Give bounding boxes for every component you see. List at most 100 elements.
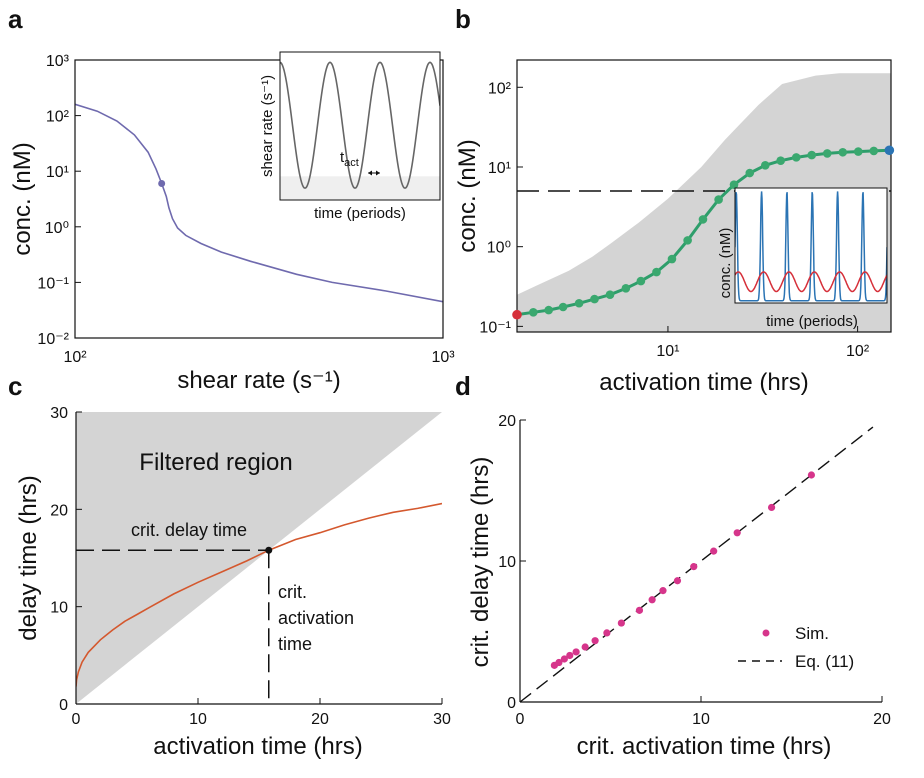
panel-a-inset-xlabel: time (periods)	[314, 205, 406, 222]
panel-c-region-label: Filtered region	[139, 449, 292, 476]
panel-d-xlabel: crit. activation time (hrs)	[577, 733, 832, 760]
panel-b-point	[528, 308, 538, 317]
panel-b-point	[822, 149, 832, 158]
panel-d-chart: 0 10 20 0 10 20 Sim. Eq. (11) crit. activatio…	[467, 413, 891, 760]
panel-b-ytick-label: 10⁰	[487, 240, 511, 257]
panel-a-inset-signal	[280, 61, 440, 189]
panel-c-activation-label-1: crit.	[278, 582, 307, 602]
panel-b-point	[667, 254, 677, 264]
panel-d-xtick-label: 10	[692, 711, 710, 728]
panel-b-point	[698, 215, 708, 224]
panel-d-sim-point	[635, 606, 644, 614]
panel-b-point	[574, 298, 584, 308]
panel-a-inset-ylabel: shear rate (s⁻¹)	[259, 75, 276, 177]
panel-d-ytick-label: 20	[498, 413, 516, 430]
panel-c-xtick-label: 20	[311, 711, 329, 728]
panel-a-xtick-label: 10²	[63, 349, 87, 366]
panel-c-activation-label-3: time	[278, 634, 312, 654]
panel-b-endpoint-blue	[884, 145, 895, 156]
panel-c-filtered-region	[76, 412, 442, 704]
panel-d-sim-point	[566, 651, 574, 660]
panel-label-c: c	[8, 371, 22, 401]
panel-d-sim-point	[659, 587, 667, 595]
panel-b-ytick-label: 10⁻¹	[479, 319, 511, 336]
panel-a-ytick-label: 10⁰	[45, 220, 69, 237]
panel-b-point	[590, 294, 599, 304]
panel-b-point	[853, 147, 863, 156]
panel-b-point	[869, 146, 879, 156]
panel-a-ytick-label: 10³	[46, 53, 70, 70]
panel-d-ytick-label: 10	[498, 554, 516, 571]
panel-b-point	[605, 290, 615, 299]
panel-b-chart: 10² 10¹ 10⁰ 10⁻¹ 10¹ 10² activation time (hrs…	[454, 59, 895, 396]
panel-d-sim-point	[555, 658, 563, 667]
panel-c-ylabel: delay time (hrs)	[15, 475, 42, 640]
panel-d-sim-point	[767, 503, 776, 512]
panel-d-sim-point	[581, 643, 589, 651]
panel-b-point	[683, 236, 692, 245]
panel-d-sim-point	[673, 577, 682, 585]
panel-b-ytick-label: 10¹	[488, 160, 511, 177]
panel-b-point	[745, 168, 755, 178]
panel-b-xtick-label: 10¹	[656, 343, 679, 360]
panel-c-activation-label-2: activation	[278, 608, 354, 628]
panel-d-sim-point	[560, 655, 568, 663]
panel-b-point	[838, 147, 848, 157]
panel-b-inset-blue	[735, 191, 887, 302]
panel-a-ytick-label: 10²	[46, 109, 70, 126]
panel-b-frame	[516, 59, 892, 333]
panel-label-a: a	[8, 4, 23, 34]
panel-c-xtick-label: 30	[433, 711, 451, 728]
panel-a-inset-frame	[279, 51, 441, 201]
panel-d-xtick-label: 0	[516, 711, 525, 728]
legend-sim-label: Sim.	[795, 624, 829, 643]
panel-d-sim-point	[648, 596, 656, 604]
panel-b-inset-frame	[734, 187, 888, 304]
panel-b-point	[544, 305, 553, 315]
panel-a-ytick-label: 10⁻¹	[37, 275, 69, 292]
panel-d-xtick-label: 20	[873, 711, 891, 728]
panel-d-sim-point	[617, 619, 625, 627]
panel-b-inset-ylabel: conc. (nM)	[717, 228, 734, 299]
panel-b-endpoint-red	[512, 309, 522, 320]
panel-a-marker	[158, 180, 166, 188]
panel-b-point	[760, 160, 770, 170]
panel-c-ytick-label: 20	[50, 502, 68, 519]
panel-b-point	[636, 276, 646, 286]
panel-b-point	[714, 195, 723, 204]
legend-sim-marker	[762, 629, 770, 637]
legend-eq-label: Eq. (11)	[795, 652, 854, 671]
panel-d-sim-point	[591, 637, 599, 645]
panel-c-ytick-label: 30	[50, 405, 68, 422]
panel-b-point	[621, 284, 631, 293]
panel-c-xlabel: activation time (hrs)	[153, 733, 362, 760]
panel-b-point	[791, 153, 801, 162]
panel-b-point	[729, 180, 739, 189]
panel-c-curve	[76, 502, 442, 687]
panel-a-inset: time (periods) shear rate (s⁻¹) tact	[259, 51, 441, 222]
panel-d-sim-point	[603, 629, 611, 637]
panel-c-delay-label: crit. delay time	[131, 520, 247, 540]
panel-d-sim-point	[710, 547, 718, 555]
panel-a-inset-tact: tact	[340, 149, 359, 169]
panel-d-sim-point	[572, 648, 580, 656]
panel-a-curve	[75, 103, 443, 303]
panel-b-inset: time (periods) conc. (nM)	[717, 187, 888, 330]
panel-c-ytick-label: 0	[59, 697, 68, 714]
panel-a-frame	[74, 59, 444, 339]
panel-a-inset-shade	[280, 176, 440, 200]
panel-d-sim-point	[690, 563, 698, 571]
panel-a-xlabel: shear rate (s⁻¹)	[177, 367, 340, 394]
panel-c-ytick-label: 10	[50, 600, 68, 617]
panel-b-ylabel: conc. (nM)	[454, 139, 481, 252]
panel-b-inset-xlabel: time (periods)	[766, 313, 858, 330]
panel-a-xtick-label: 10³	[431, 349, 455, 366]
panel-c-crit-point	[265, 546, 273, 554]
panel-label-d: d	[455, 371, 471, 401]
panel-a-ylabel: conc. (nM)	[9, 142, 36, 255]
panel-d-sim-point	[807, 471, 816, 479]
panel-c-chart: 0 10 20 30 0 10 20 30 Filtered region crit. del…	[15, 405, 451, 760]
panel-b-point	[652, 267, 661, 277]
